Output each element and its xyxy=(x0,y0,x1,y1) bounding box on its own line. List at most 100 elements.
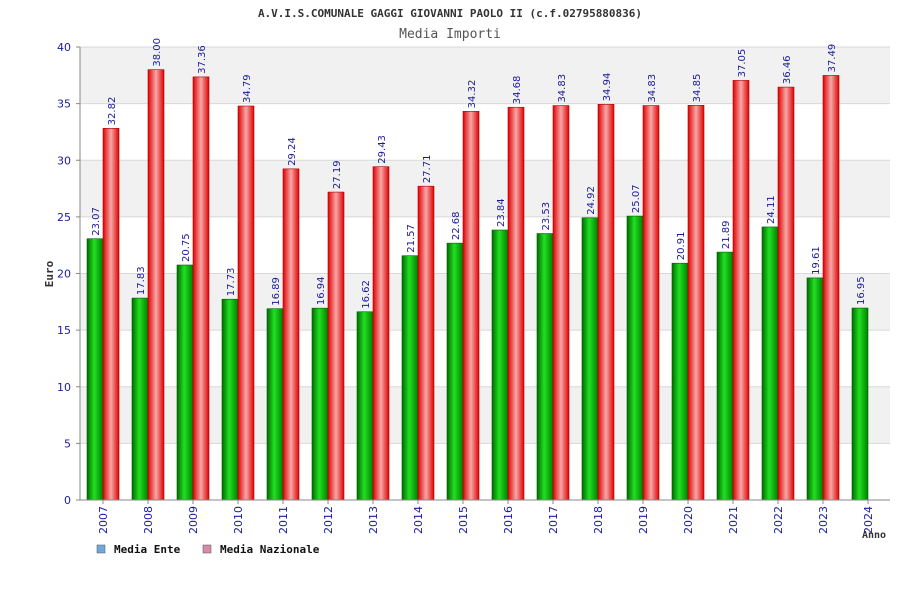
x-tick-label: 2007 xyxy=(97,506,110,534)
bar-media-nazionale xyxy=(282,168,300,501)
bar-media-ente xyxy=(761,226,779,501)
data-label: 23.07 xyxy=(91,207,102,236)
bar-media-nazionale xyxy=(507,106,525,501)
data-label: 16.89 xyxy=(271,277,282,306)
legend-item-media-nazionale: Media Nazionale xyxy=(202,543,320,556)
bar-media-nazionale xyxy=(192,76,210,501)
data-label: 34.94 xyxy=(602,73,613,102)
bar-media-nazionale xyxy=(462,111,480,501)
plot-band xyxy=(80,273,890,331)
data-label: 37.05 xyxy=(737,49,748,78)
y-tick-label: 0 xyxy=(64,494,71,507)
bar-media-ente xyxy=(626,215,644,501)
y-axis-label: Euro xyxy=(43,260,56,287)
bar-media-ente xyxy=(221,298,239,501)
bar-media-ente xyxy=(266,308,284,501)
x-tick-label: 2022 xyxy=(772,506,785,534)
y-tick-label: 20 xyxy=(57,268,71,281)
bar-media-nazionale xyxy=(687,105,705,501)
legend-label-media-ente: Media Ente xyxy=(114,543,181,556)
data-label: 22.68 xyxy=(451,212,462,241)
y-tick-label: 10 xyxy=(57,381,71,394)
bar-media-nazionale xyxy=(552,105,570,501)
x-axis-ticks: 2007 2008 2009 2010 2011 2012 2013 2014 2015 2016… xyxy=(97,500,875,534)
bars xyxy=(86,69,869,501)
data-label: 34.68 xyxy=(512,76,523,105)
bar-media-ente xyxy=(131,297,149,501)
data-label: 16.62 xyxy=(361,280,372,309)
y-tick-label: 30 xyxy=(57,154,71,167)
bar-media-nazionale xyxy=(822,75,840,501)
x-tick-label: 2019 xyxy=(637,506,650,534)
data-label: 17.83 xyxy=(136,266,147,295)
bar-media-nazionale xyxy=(732,80,750,501)
chart-subtitle: Media Importi xyxy=(399,27,501,42)
legend-swatch-media-nazionale xyxy=(202,544,212,554)
data-label: 16.95 xyxy=(856,276,867,305)
bar-media-nazionale xyxy=(642,105,660,501)
plot-band xyxy=(80,47,890,104)
bar-media-nazionale xyxy=(597,104,615,501)
bar-media-ente xyxy=(581,217,599,501)
data-label: 29.24 xyxy=(287,137,298,166)
data-label: 38.00 xyxy=(152,38,163,67)
data-label: 23.84 xyxy=(496,198,507,227)
bar-media-ente xyxy=(176,264,194,501)
x-tick-label: 2021 xyxy=(727,506,740,534)
bar-media-ente xyxy=(716,251,734,501)
plot-band xyxy=(80,386,890,444)
plot-band xyxy=(80,443,890,500)
bar-media-nazionale xyxy=(327,191,345,501)
legend-item-media-ente: Media Ente xyxy=(96,543,181,556)
y-tick-label: 35 xyxy=(57,98,71,111)
y-tick-label: 15 xyxy=(57,324,71,337)
bar-media-ente xyxy=(851,307,869,501)
bar-media-ente xyxy=(356,311,374,501)
y-axis-ticks: 0 5 10 15 20 25 30 35 40 xyxy=(57,41,80,507)
data-label: 34.32 xyxy=(467,80,478,109)
data-label: 21.57 xyxy=(406,224,417,253)
data-label: 36.46 xyxy=(782,55,793,84)
bar-media-nazionale xyxy=(372,166,390,501)
x-tick-label: 2023 xyxy=(817,506,830,534)
data-label: 34.83 xyxy=(557,74,568,103)
x-axis-label: Anno xyxy=(862,530,886,541)
data-labels: 23.07 32.82 17.83 38.00 20.75 37.36 17.73 34.79… xyxy=(91,38,867,309)
data-label: 24.92 xyxy=(586,186,597,215)
bar-media-nazionale xyxy=(237,105,255,501)
bar-media-ente xyxy=(86,238,104,501)
data-label: 32.82 xyxy=(107,97,118,126)
bar-media-nazionale xyxy=(102,128,120,501)
bar-media-ente xyxy=(446,242,464,501)
data-label: 34.85 xyxy=(692,74,703,103)
data-label: 25.07 xyxy=(631,184,642,213)
chart-title: A.V.I.S.COMUNALE GAGGI GIOVANNI PAOLO II… xyxy=(258,7,642,20)
bar-media-nazionale xyxy=(147,69,165,501)
data-label: 27.71 xyxy=(422,155,433,184)
data-label: 23.53 xyxy=(541,202,552,231)
data-label: 19.61 xyxy=(811,246,822,275)
data-label: 34.83 xyxy=(647,74,658,103)
bar-media-ente xyxy=(536,233,554,501)
x-tick-label: 2011 xyxy=(277,506,290,534)
plot-band xyxy=(80,216,890,274)
bar-media-ente xyxy=(311,307,329,501)
y-tick-label: 5 xyxy=(64,437,71,450)
x-tick-label: 2013 xyxy=(367,506,380,534)
data-label: 37.36 xyxy=(197,45,208,74)
data-label: 29.43 xyxy=(377,135,388,164)
plot-band xyxy=(80,103,890,161)
x-tick-label: 2010 xyxy=(232,506,245,534)
bar-media-ente xyxy=(491,229,509,501)
data-label: 20.75 xyxy=(181,233,192,262)
bar-media-ente xyxy=(806,277,824,501)
x-tick-label: 2016 xyxy=(502,506,515,534)
plot-band xyxy=(80,160,890,217)
data-label: 27.19 xyxy=(332,160,343,189)
data-label: 17.73 xyxy=(226,268,237,297)
data-label: 16.94 xyxy=(316,277,327,306)
plot-background-bands xyxy=(80,47,890,500)
y-tick-label: 25 xyxy=(57,211,71,224)
legend-swatch-media-ente xyxy=(96,544,106,554)
